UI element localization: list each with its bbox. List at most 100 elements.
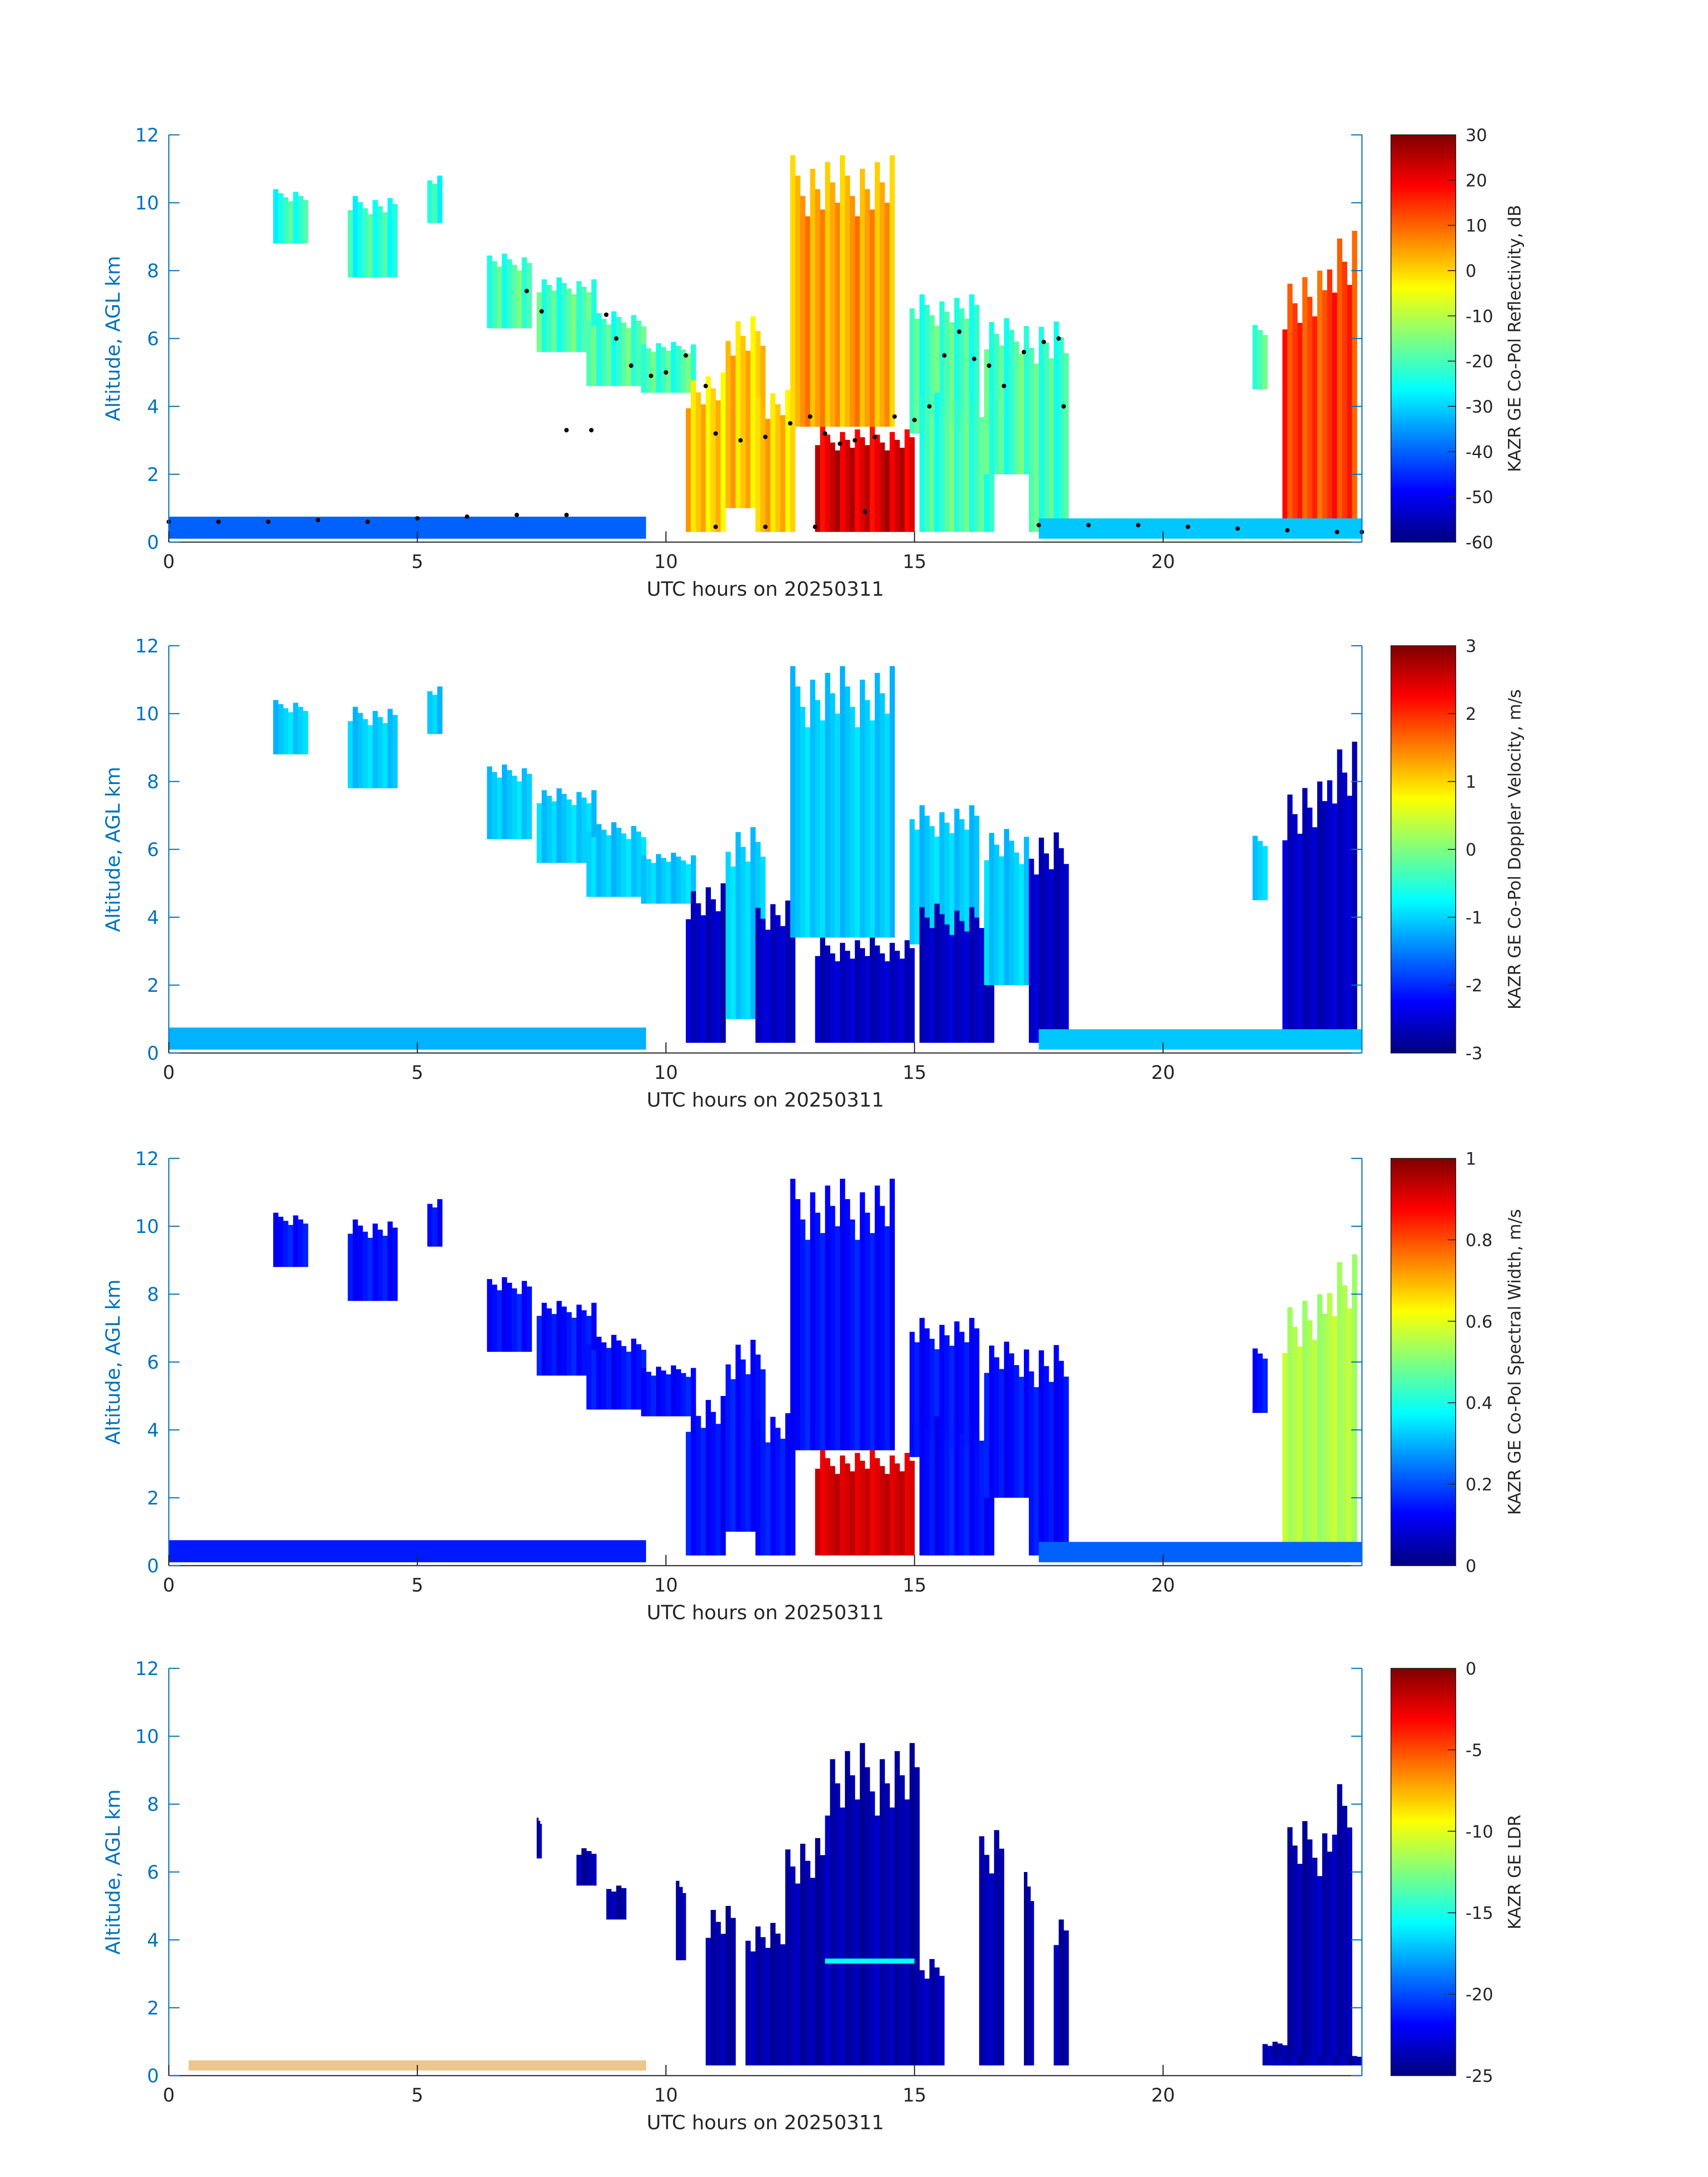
cloud-base-point bbox=[1136, 523, 1140, 527]
echo-cell bbox=[517, 781, 522, 840]
echo-cell bbox=[1282, 1353, 1288, 1556]
echo-cell bbox=[1302, 788, 1308, 1043]
echo-cell bbox=[1317, 1294, 1323, 1556]
colorbar-gradient bbox=[1391, 1158, 1456, 1566]
echo-cell bbox=[765, 1947, 771, 2066]
echo-cell bbox=[501, 765, 507, 840]
echo-cell bbox=[367, 214, 373, 278]
echo-cell bbox=[874, 1815, 880, 2066]
heatmap-field bbox=[169, 155, 1362, 539]
echo-cell bbox=[989, 833, 994, 985]
echo-cell bbox=[869, 1791, 875, 2066]
y-tick-label: 6 bbox=[147, 1351, 159, 1373]
colorbar-tick-label: -10 bbox=[1466, 306, 1493, 326]
echo-cell bbox=[606, 1348, 612, 1410]
echo-cell bbox=[909, 819, 915, 944]
echo-cell bbox=[760, 408, 766, 532]
echo-cell bbox=[501, 254, 507, 329]
echo-cell bbox=[706, 887, 711, 1043]
echo-cell bbox=[576, 1304, 582, 1376]
echo-cell bbox=[929, 826, 935, 944]
cloud-base-point bbox=[1061, 404, 1066, 409]
echo-cell bbox=[969, 805, 975, 944]
echo-cell bbox=[760, 1431, 766, 1556]
boundary-layer-echo bbox=[169, 1540, 646, 1563]
echo-cell bbox=[542, 1303, 547, 1376]
y-axis-label: Altitude, AGL km bbox=[102, 767, 125, 932]
echo-cell bbox=[800, 1219, 806, 1450]
echo-cell bbox=[347, 210, 353, 278]
echo-cell bbox=[869, 937, 875, 1043]
echo-cell bbox=[899, 958, 905, 1043]
echo-cell bbox=[581, 287, 587, 352]
echo-cell bbox=[1009, 1353, 1015, 1498]
echo-cell bbox=[835, 450, 840, 532]
y-tick-label: 12 bbox=[135, 124, 159, 146]
echo-cell bbox=[904, 1799, 910, 2066]
echo-cell bbox=[1307, 2056, 1313, 2066]
echo-cell bbox=[1039, 1350, 1044, 1556]
echo-cell bbox=[685, 1432, 691, 1556]
echo-cell bbox=[725, 1906, 731, 2066]
echo-cell bbox=[820, 1450, 826, 1556]
x-tick-label: 10 bbox=[654, 1574, 678, 1596]
echo-cell bbox=[621, 1346, 626, 1410]
echo-cell bbox=[1307, 1320, 1313, 1556]
echo-cell bbox=[358, 713, 363, 789]
echo-cell bbox=[835, 1226, 840, 1450]
echo-cell bbox=[939, 1976, 945, 2066]
echo-cell bbox=[1027, 1886, 1031, 2066]
echo-cell bbox=[1253, 836, 1258, 900]
echo-cell bbox=[1044, 343, 1049, 532]
echo-cell bbox=[1337, 1262, 1342, 1556]
echo-cell bbox=[835, 203, 840, 427]
cloud-base-point bbox=[1036, 523, 1041, 527]
echo-cell bbox=[720, 372, 726, 532]
echo-cell bbox=[785, 1849, 791, 2066]
echo-cell bbox=[989, 1873, 994, 2066]
echo-cell bbox=[636, 321, 642, 386]
echo-cell bbox=[1352, 1254, 1357, 1556]
echo-cell bbox=[293, 192, 298, 244]
echo-cell bbox=[621, 833, 626, 897]
echo-cell bbox=[536, 1316, 542, 1376]
echo-cell bbox=[540, 1824, 542, 1859]
echo-cell bbox=[492, 1284, 497, 1352]
x-tick-label: 0 bbox=[163, 551, 175, 572]
echo-cell bbox=[850, 1219, 855, 1450]
echo-cell bbox=[885, 714, 890, 938]
echo-cell bbox=[845, 440, 850, 532]
echo-cell bbox=[526, 263, 532, 329]
echo-cell bbox=[298, 1219, 304, 1267]
echo-cell bbox=[745, 351, 751, 508]
echo-cell bbox=[889, 432, 895, 532]
cloud-base-point bbox=[852, 438, 857, 443]
echo-cell bbox=[1312, 2057, 1318, 2066]
echo-cell bbox=[874, 673, 880, 938]
heatmap-field bbox=[169, 666, 1362, 1050]
echo-cell bbox=[949, 1345, 955, 1457]
colorbar-tick-label: -20 bbox=[1466, 1985, 1493, 2005]
echo-cell bbox=[1029, 347, 1034, 532]
echo-cell bbox=[616, 827, 622, 897]
echo-cell bbox=[944, 924, 950, 1043]
y-tick-label: 6 bbox=[147, 1861, 159, 1883]
echo-cell bbox=[1312, 1858, 1318, 2066]
echo-cell bbox=[1282, 2045, 1288, 2066]
echo-cell bbox=[855, 429, 860, 532]
cloud-base-point bbox=[1041, 339, 1046, 344]
echo-cell bbox=[377, 717, 383, 789]
echo-cell bbox=[1058, 1919, 1064, 2066]
echo-cell bbox=[1257, 330, 1263, 389]
echo-cell bbox=[1058, 1361, 1064, 1556]
echo-cell bbox=[691, 344, 696, 393]
y-tick-label: 0 bbox=[147, 1555, 159, 1577]
echo-cell bbox=[1282, 2055, 1288, 2066]
echo-cell bbox=[979, 417, 985, 532]
echo-cell bbox=[626, 839, 631, 897]
echo-cell bbox=[536, 1818, 539, 1859]
echo-cell bbox=[666, 861, 671, 904]
echo-cell bbox=[860, 1192, 865, 1450]
echo-cell bbox=[989, 1345, 994, 1498]
echo-cell bbox=[715, 911, 721, 1043]
